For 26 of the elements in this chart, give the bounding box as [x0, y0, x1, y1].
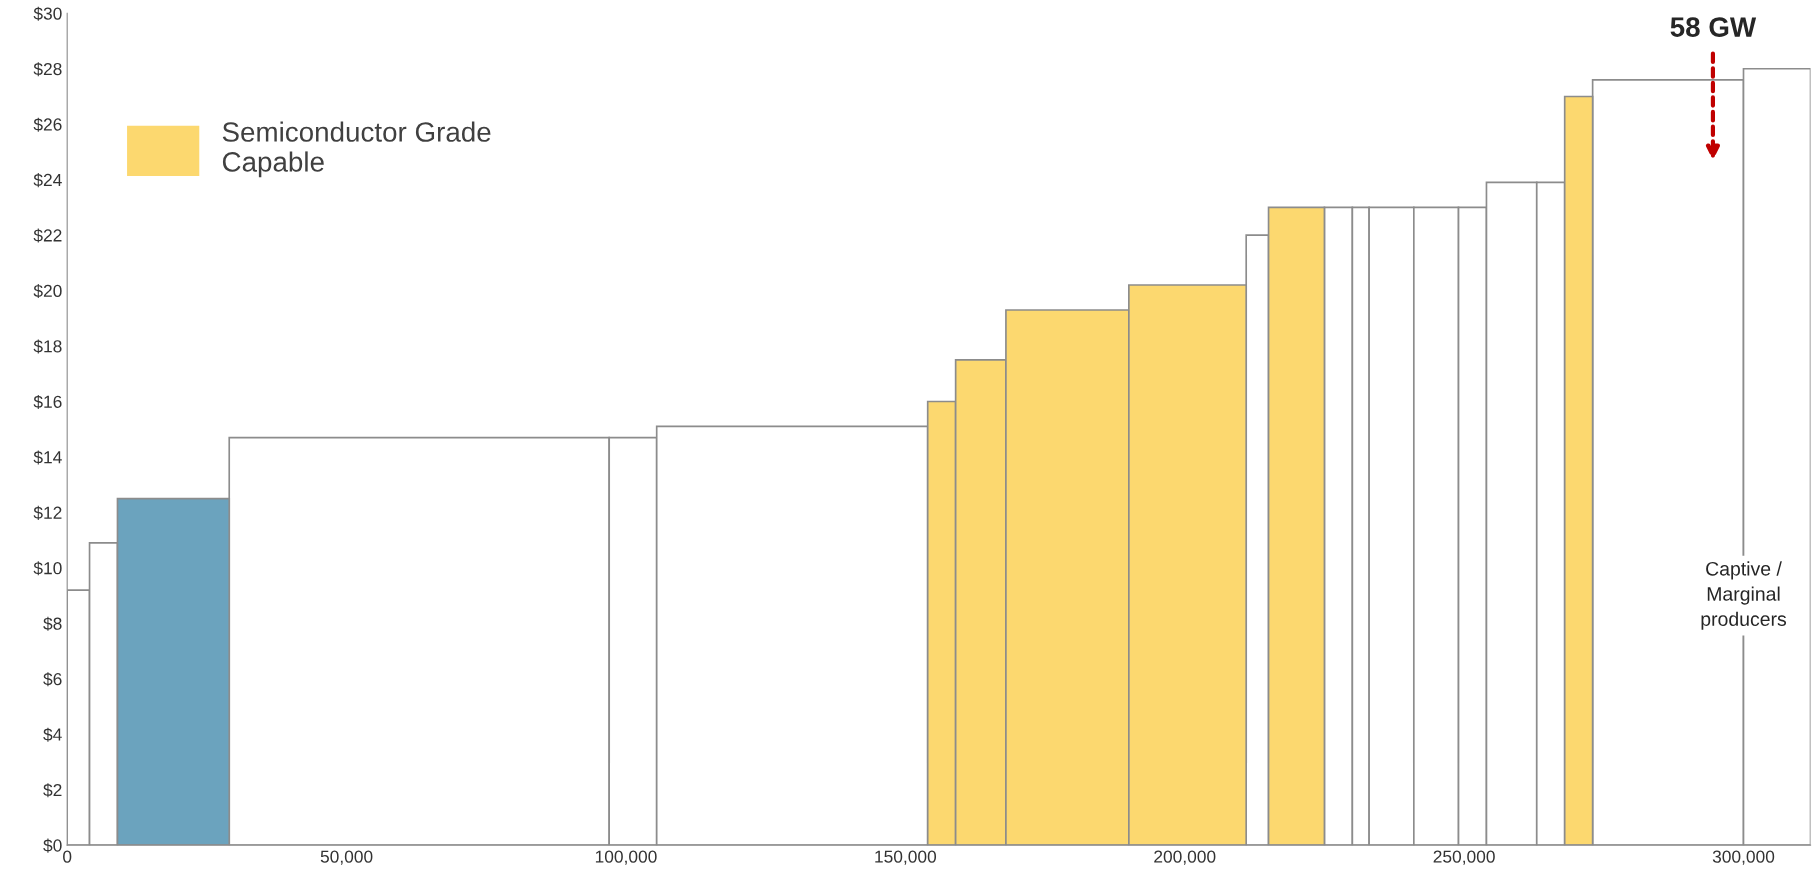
x-tick-label: 200,000: [1154, 850, 1216, 865]
y-tick-label: $0: [43, 838, 62, 853]
y-tick-label: $10: [33, 561, 62, 576]
legend-label: Semiconductor Grade Capable: [222, 121, 491, 178]
y-tick-label: $28: [33, 62, 62, 77]
y-tick-label: $6: [43, 672, 62, 687]
y-tick-label: $14: [33, 450, 62, 465]
y-tick-label: $20: [33, 284, 62, 299]
y-tick-label: $12: [33, 505, 62, 520]
y-tick-label: $16: [33, 394, 62, 409]
annotation: Captive / Marginal producers: [1701, 561, 1787, 630]
y-tick-label: $24: [33, 173, 62, 188]
y-tick-label: $18: [33, 339, 62, 354]
x-tick-label: 0: [63, 850, 72, 863]
y-tick-label: $2: [43, 783, 62, 798]
x-tick-label: 100,000: [595, 850, 657, 865]
y-tick-label: $22: [33, 228, 62, 243]
y-tick-label: $4: [43, 727, 62, 742]
y-tick-label: $26: [33, 117, 62, 132]
x-tick-label: 300,000: [1712, 850, 1775, 865]
x-tick-label: 50,000: [320, 850, 373, 865]
annotation: 58 GW: [1670, 17, 1757, 37]
x-tick-label: 150,000: [875, 850, 937, 865]
y-tick-label: $30: [33, 6, 62, 21]
y-tick-label: $8: [43, 616, 62, 631]
x-tick-label: 250,000: [1433, 850, 1495, 865]
